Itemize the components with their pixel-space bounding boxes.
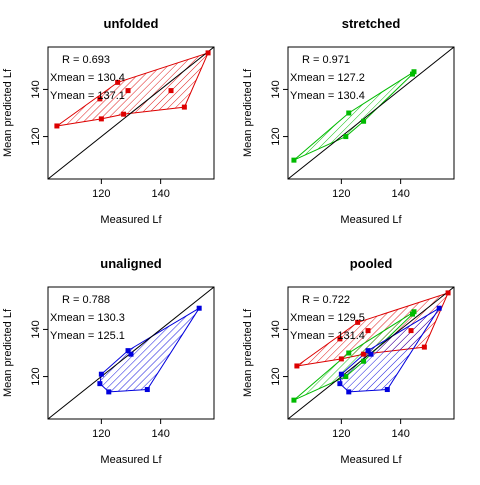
data-point (337, 336, 343, 342)
plot-frame (47, 46, 215, 180)
plot-area (288, 287, 454, 419)
x-tick-label: 120 (92, 188, 110, 200)
data-point (346, 110, 352, 116)
data-point (346, 389, 352, 395)
data-point (338, 356, 344, 362)
data-point (54, 123, 60, 129)
data-point (343, 374, 349, 380)
y-tick-label: 140 (270, 80, 282, 98)
data-point (97, 96, 103, 102)
stat-line: R = 0.788 (62, 294, 110, 306)
data-point (361, 358, 367, 364)
data-point (121, 111, 127, 117)
chart-title: unaligned (100, 256, 161, 271)
x-axis-label: Measured Lf (100, 214, 162, 226)
stat-line: Ymean = 137.1 (50, 90, 125, 102)
data-point (346, 350, 352, 356)
y-tick-label: 140 (30, 80, 42, 98)
data-point (294, 363, 300, 369)
data-point (181, 104, 187, 110)
stat-line: Xmean = 130.3 (50, 312, 125, 324)
x-axis-label: Measured Lf (100, 454, 162, 466)
data-point (411, 69, 417, 75)
x-tick-label: 120 (332, 188, 350, 200)
chart-title: stretched (342, 16, 401, 31)
plot-frame (287, 46, 455, 180)
chart-title: unfolded (104, 16, 159, 31)
x-axis-label: Measured Lf (340, 214, 402, 226)
y-tick-label: 140 (30, 320, 42, 338)
data-point (436, 305, 442, 311)
y-tick-label: 120 (30, 367, 42, 385)
y-axis-label: Mean predicted Lf (242, 308, 254, 397)
x-tick-label: 140 (391, 188, 409, 200)
x-tick-label: 120 (92, 428, 110, 440)
data-point (106, 389, 112, 395)
data-point (125, 88, 131, 94)
x-tick-label: 140 (151, 188, 169, 200)
identity-line (288, 47, 454, 179)
stat-line: Xmean = 129.5 (290, 312, 365, 324)
y-axis-label: Mean predicted Lf (2, 68, 14, 157)
y-tick-label: 120 (270, 127, 282, 145)
x-tick-label: 140 (151, 428, 169, 440)
y-axis-label: Mean predicted Lf (2, 308, 14, 397)
data-point (128, 351, 134, 357)
data-point (361, 351, 367, 357)
stat-line: R = 0.693 (62, 54, 110, 66)
identity-line (48, 47, 214, 179)
data-point (361, 118, 367, 124)
y-tick-label: 140 (270, 320, 282, 338)
data-point (421, 344, 427, 350)
data-point (338, 371, 344, 377)
data-point (144, 387, 150, 393)
data-point (384, 387, 390, 393)
data-point (168, 88, 174, 94)
stat-line: Ymean = 125.1 (50, 330, 125, 342)
data-point (408, 328, 414, 334)
data-point (365, 328, 371, 334)
data-point (97, 381, 103, 387)
hull-polygon (293, 71, 415, 161)
chart-panel-stretched: stretched 120 140 120 140 Measured Lf Mean pre… (242, 16, 455, 226)
plot-area (288, 47, 454, 179)
data-point (291, 397, 297, 403)
data-point (125, 348, 131, 354)
data-point (98, 116, 104, 122)
chart-panel-pooled: pooled 120 140 120 140 Measured Lf Mean predic… (242, 256, 455, 466)
data-point (355, 319, 361, 325)
plot-area (48, 47, 214, 179)
data-point (205, 50, 211, 56)
x-axis-label: Measured Lf (340, 454, 402, 466)
x-tick-label: 140 (391, 428, 409, 440)
plot-frame (287, 286, 455, 420)
data-point (337, 381, 343, 387)
stat-line: R = 0.971 (302, 54, 350, 66)
chart-panel-unfolded: unfolded 120 140 120 140 Measured Lf Mean pred… (2, 16, 215, 226)
data-point (368, 351, 374, 357)
data-point (196, 305, 202, 311)
data-point (445, 290, 451, 296)
plot-area (48, 287, 214, 419)
data-point (291, 157, 297, 163)
data-point (98, 371, 104, 377)
plot-frame (47, 286, 215, 420)
stat-line: Ymean = 131.4 (290, 330, 365, 342)
chart-title: pooled (350, 256, 393, 271)
stat-line: Xmean = 127.2 (290, 72, 365, 84)
y-tick-label: 120 (270, 367, 282, 385)
x-tick-label: 120 (332, 428, 350, 440)
stat-line: Xmean = 130.4 (50, 72, 125, 84)
y-tick-label: 120 (30, 127, 42, 145)
data-point (115, 79, 121, 85)
y-axis-label: Mean predicted Lf (242, 68, 254, 157)
data-point (365, 348, 371, 354)
stat-line: R = 0.722 (302, 294, 350, 306)
chart-panel-unaligned: unaligned 120 140 120 140 Measured Lf Mean pre… (2, 256, 215, 466)
data-point (411, 309, 417, 315)
stat-line: Ymean = 130.4 (290, 90, 365, 102)
data-point (343, 134, 349, 140)
